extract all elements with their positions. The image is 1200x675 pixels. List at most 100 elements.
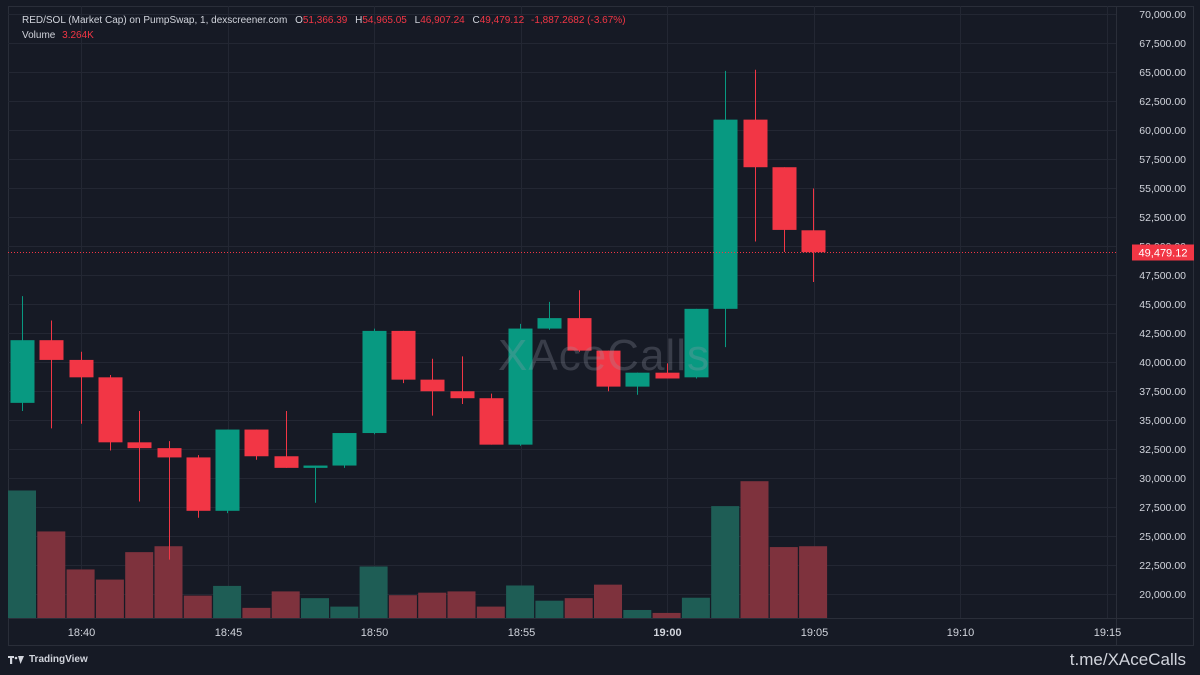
candle-body <box>596 350 621 387</box>
watermark: XAceCalls <box>498 331 710 380</box>
y-tick-label: 37,500.00 <box>1139 386 1186 398</box>
candle-body <box>10 340 35 403</box>
candle-body <box>508 328 533 445</box>
candle <box>713 70 738 348</box>
x-tick-label: 18:50 <box>361 627 389 639</box>
volume-bar <box>154 546 183 618</box>
volume-bar <box>535 600 564 618</box>
volume-bar <box>447 591 476 618</box>
candle <box>303 465 328 503</box>
candle-body <box>537 318 562 329</box>
volume-bar <box>183 595 212 618</box>
volume-bar <box>623 609 652 618</box>
candle-body <box>450 391 475 399</box>
candle-body <box>39 340 64 360</box>
candle-body <box>772 167 797 230</box>
volume-bar <box>564 598 593 618</box>
x-tick-label: 18:40 <box>68 627 96 639</box>
candle <box>479 393 504 445</box>
candle <box>332 433 357 468</box>
candle <box>537 301 562 330</box>
volume-bar <box>769 547 798 618</box>
candle <box>655 363 680 379</box>
change-value: -1,887.2682 (-3.67%) <box>531 15 626 26</box>
candle <box>450 356 475 405</box>
y-tick-label: 47,500.00 <box>1139 270 1186 282</box>
volume-layer <box>8 481 828 618</box>
volume-bar <box>37 531 66 618</box>
axis-layer: 20,000.00 22,500.00 25,000.00 27,500.00 30,0… <box>8 9 1194 639</box>
candle <box>274 410 299 468</box>
y-tick-label: 42,500.00 <box>1139 328 1186 340</box>
low-value: 46,907.24 <box>420 15 465 26</box>
candle-body <box>391 330 416 380</box>
candle-body <box>420 379 445 392</box>
volume-bar <box>359 566 388 618</box>
volume-legend: Volume 3.264K <box>22 30 94 41</box>
candle-body <box>362 330 387 434</box>
y-tick-label: 32,500.00 <box>1139 444 1186 456</box>
volume-bar <box>799 546 828 618</box>
price-chart-svg[interactable]: 20,000.00 22,500.00 25,000.00 27,500.00 30,0… <box>8 6 1194 646</box>
close-value: 49,479.12 <box>479 15 525 26</box>
candle-body <box>69 359 94 378</box>
y-tick-label: 62,500.00 <box>1139 96 1186 108</box>
volume-bar <box>271 591 300 618</box>
volume-bar <box>125 552 154 618</box>
volume-bar <box>681 597 710 618</box>
volume-bar <box>330 606 359 618</box>
y-tick-label: 20,000.00 <box>1139 589 1186 601</box>
y-tick-label: 70,000.00 <box>1139 9 1186 21</box>
candle <box>567 290 592 352</box>
candle <box>420 358 445 416</box>
y-tick-label: 67,500.00 <box>1139 38 1186 50</box>
candle-body <box>743 119 768 168</box>
candle-body <box>479 398 504 445</box>
symbol-title: RED/SOL (Market Cap) on PumpSwap, 1, dex… <box>22 15 288 26</box>
volume-bar <box>95 579 124 618</box>
volume-bar <box>242 607 271 618</box>
candle <box>625 372 650 395</box>
candle <box>10 296 35 411</box>
open-label: O <box>295 15 303 26</box>
candle <box>801 188 826 283</box>
chart-panel[interactable]: 20,000.00 22,500.00 25,000.00 27,500.00 30,0… <box>8 6 1194 646</box>
volume-bar <box>476 606 505 618</box>
candle-body <box>684 308 709 378</box>
volume-bar <box>388 595 417 618</box>
y-tick-label: 40,000.00 <box>1139 357 1186 369</box>
candle-body <box>98 377 123 443</box>
volume-bar <box>301 598 329 618</box>
close-label: C <box>472 15 480 26</box>
chart-border <box>8 6 1194 646</box>
candle <box>157 441 182 560</box>
candle <box>215 429 240 514</box>
y-tick-label: 22,500.00 <box>1139 560 1186 572</box>
candle <box>69 351 94 424</box>
y-tick-label: 65,000.00 <box>1139 67 1186 79</box>
high-label: H <box>355 15 363 26</box>
high-value: 54,965.05 <box>362 15 407 26</box>
x-tick-label: 19:00 <box>653 627 681 639</box>
candle <box>391 330 416 384</box>
last-price-label: 49,479.12 <box>1139 248 1188 260</box>
candle-body <box>655 372 680 379</box>
grid-layer <box>8 6 1194 646</box>
low-label: L <box>414 15 421 26</box>
candle-layer <box>10 69 826 560</box>
tradingview-logo-icon <box>8 655 24 664</box>
tradingview-brand[interactable]: TradingView <box>8 654 88 665</box>
candle-body <box>244 429 269 457</box>
tradingview-label: TradingView <box>29 654 88 665</box>
volume-bar <box>213 585 242 618</box>
candle <box>39 320 64 429</box>
volume-bar <box>8 490 36 618</box>
candle-body <box>274 456 299 468</box>
candle <box>508 323 533 446</box>
candle <box>127 410 152 502</box>
y-tick-label: 45,000.00 <box>1139 299 1186 311</box>
candle <box>684 308 709 379</box>
candle <box>98 375 123 451</box>
last-price-tag <box>1132 244 1194 261</box>
